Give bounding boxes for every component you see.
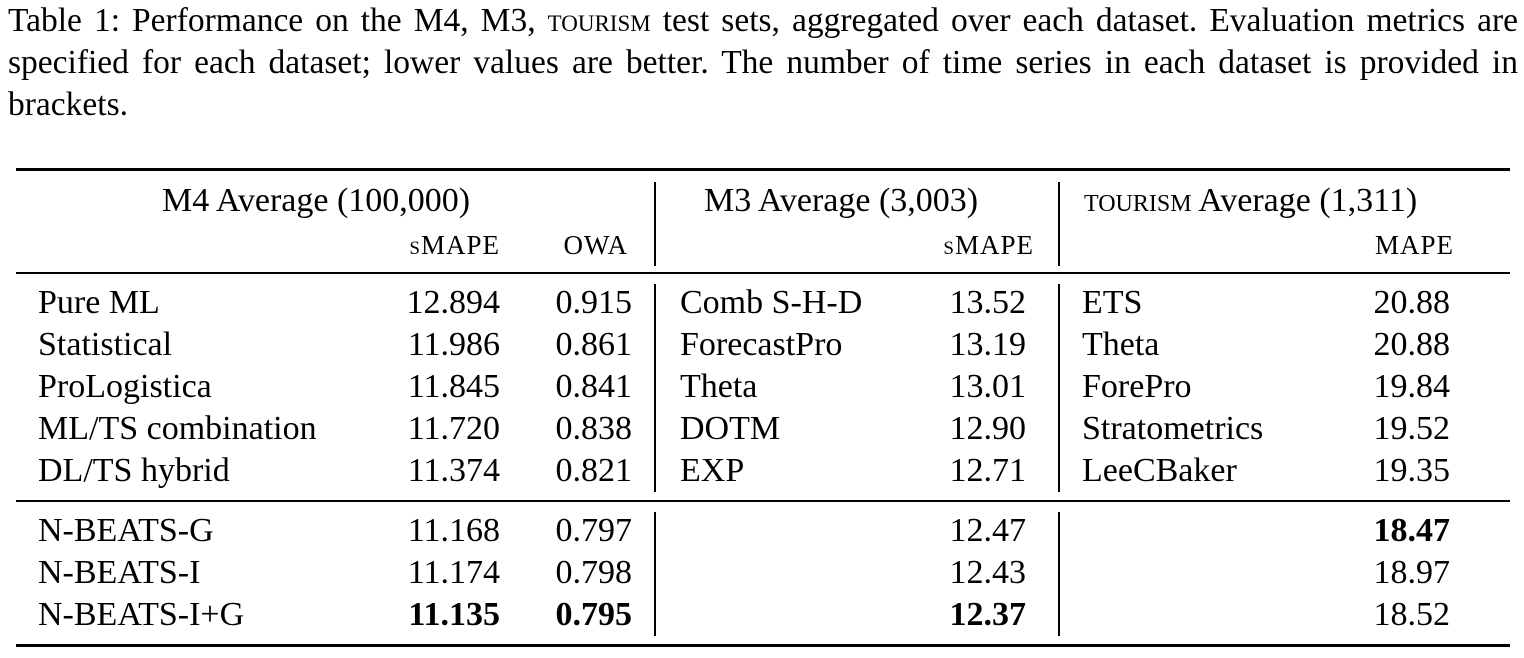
m4-smape-value: 11.845 [407,368,500,405]
tourism-mape-value: 19.84 [1373,368,1451,405]
nbeats-model-name: N-BEATS-I [38,554,201,591]
col-separator [654,182,656,266]
header-tourism-mape: MAPE [1374,230,1454,260]
header-m4: M4 Average (100,000) [162,182,471,219]
tourism-method-name: ForePro [1082,368,1192,405]
m4-smape-value: 11.986 [407,326,500,363]
m3-smape-value: 13.52 [949,284,1027,321]
m3-smape-value: 13.19 [949,326,1027,363]
caption-tourism: tourism [547,2,651,39]
col-separator [1058,284,1060,492]
tourism-mape-value: 20.88 [1373,284,1451,321]
m3-method-name: EXP [680,452,745,489]
nbeats-m4-smape: 11.174 [407,554,500,591]
nbeats-m4-owa-best: 0.795 [555,596,633,633]
m4-owa-value: 0.841 [555,368,633,405]
caption-prefix: Table 1: Performance on the M4, M3, [8,2,548,39]
tourism-method-name: LeeCBaker [1082,452,1237,489]
caption-suffix: test sets, aggregated over each dataset.… [8,2,1519,123]
m4-owa-value: 0.861 [555,326,633,363]
nbeats-tourism-mape: 18.97 [1373,554,1451,591]
nbeats-m4-owa: 0.797 [555,512,633,549]
m4-smape-value: 12.894 [406,284,501,321]
m4-method-name: ML/TS combination [38,410,317,447]
nbeats-model-name: N-BEATS-G [38,512,214,549]
m3-method-name: Theta [680,368,758,405]
top-rule [16,168,1510,171]
tourism-method-name: ETS [1082,284,1143,321]
tourism-method-name: Stratometrics [1082,410,1264,447]
header-rule [16,272,1510,274]
bottom-rule [16,644,1510,647]
m4-owa-value: 0.821 [555,452,633,489]
m4-method-name: DL/TS hybrid [38,452,230,489]
nbeats-m3-smape: 12.47 [949,512,1027,549]
nbeats-model-name: N-BEATS-I+G [38,596,245,633]
nbeats-tourism-mape-best: 18.47 [1373,512,1451,549]
m3-smape-value: 13.01 [949,368,1027,405]
m4-method-name: Pure ML [38,284,160,321]
m3-smape-value: 12.90 [949,410,1027,447]
m4-method-name: ProLogistica [38,368,212,405]
col-separator [654,512,656,636]
m3-method-name: ForecastPro [680,326,843,363]
tourism-mape-value: 19.35 [1373,452,1451,489]
nbeats-m4-smape: 11.168 [407,512,500,549]
m3-smape-value: 12.71 [949,452,1027,489]
col-separator [1058,182,1060,266]
col-separator [654,284,656,492]
m4-smape-value: 11.374 [407,452,500,489]
m4-owa-value: 0.838 [555,410,633,447]
nbeats-m3-smape-best: 12.37 [949,596,1027,633]
m4-smape-value: 11.720 [407,410,500,447]
header-m3-smape: sMAPE [943,230,1034,260]
nbeats-m4-smape-best: 11.135 [408,596,500,633]
tourism-method-name: Theta [1082,326,1160,363]
col-separator [1058,512,1060,636]
m3-method-name: Comb S-H-D [680,284,863,321]
nbeats-tourism-mape: 18.52 [1373,596,1451,633]
tourism-mape-value: 20.88 [1373,326,1451,363]
results-table: M4 Average (100,000) M3 Average (3,003) … [16,168,1510,648]
mid-rule [16,500,1510,502]
header-m4-owa: OWA [563,230,628,260]
table-caption: Table 1: Performance on the M4, M3, tour… [8,0,1518,126]
header-tourism: tourism Average (1,311) [1084,180,1417,222]
nbeats-m4-owa: 0.798 [555,554,633,591]
m4-method-name: Statistical [38,326,173,363]
m4-owa-value: 0.915 [555,284,633,321]
header-tourism-sc: tourism [1084,182,1192,219]
header-tourism-rest: Average (1,311) [1191,182,1418,219]
nbeats-m3-smape: 12.43 [949,554,1027,591]
header-m3: M3 Average (3,003) [704,182,979,219]
tourism-mape-value: 19.52 [1373,410,1451,447]
header-m4-smape: sMAPE [409,230,500,260]
m3-method-name: DOTM [680,410,781,447]
